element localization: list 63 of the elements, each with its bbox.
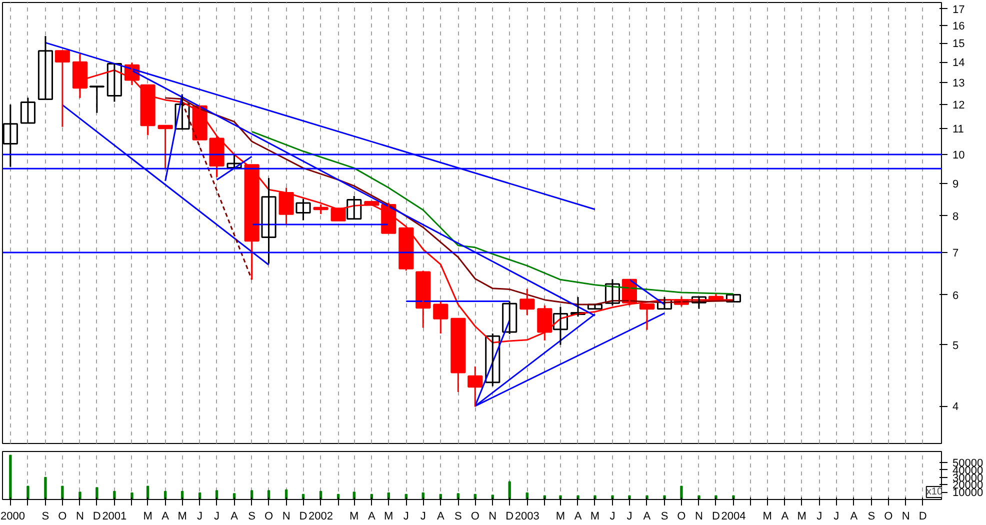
x-tick-label: 2002 [308, 510, 334, 522]
y-tick-label: 4 [952, 401, 959, 414]
x-tick-label: A [781, 510, 790, 522]
x-tick-label: N [488, 510, 497, 522]
x-tick-label: M [178, 510, 187, 522]
x-tick-label: D [506, 510, 514, 522]
x-tick-label: M [143, 510, 152, 522]
y-tick-label: 7 [952, 247, 959, 260]
x-tick-label: S [454, 510, 462, 522]
x-tick-label: M [350, 510, 359, 522]
x-tick-label: O [470, 510, 480, 522]
x-tick-label: S [660, 510, 668, 522]
x-tick-label: M [590, 510, 600, 522]
x-tick-label: A [368, 510, 376, 522]
x-tick-label: A [436, 510, 445, 522]
y-tick-label: 5 [952, 340, 959, 352]
x-tick-label: J [816, 510, 822, 522]
x-tick-label: M [797, 510, 806, 522]
x-tick-label: M [762, 510, 772, 522]
x-tick-label: N [76, 510, 84, 522]
x-tick-label: J [626, 510, 632, 522]
x-tick-label: M [556, 510, 566, 522]
x-tick-label: S [248, 510, 256, 522]
y-tick-label: 10 [952, 150, 965, 162]
y-tick-label: 11 [952, 123, 964, 136]
x-tick-label: M [384, 510, 394, 522]
y-tick-label: 17 [952, 4, 965, 16]
x-tick-label: D [712, 510, 720, 522]
y-tick-label: 14 [952, 57, 965, 70]
x-tick-label: D [299, 510, 308, 522]
x-tick-label: D [918, 510, 927, 522]
x-tick-label: J [197, 510, 203, 522]
x-tick-label: 2001 [102, 510, 127, 522]
x-tick-label: N [902, 510, 910, 522]
x-tick-label: O [264, 510, 274, 522]
x-tick-label: N [695, 510, 704, 522]
x-tick-label: O [58, 510, 68, 522]
x-tick-label: A [162, 510, 170, 522]
x-tick-label: S [42, 510, 50, 522]
y-tick-label: 13 [952, 78, 965, 90]
x-tick-label: A [230, 510, 239, 522]
x-tick-label: J [834, 510, 840, 522]
x-tick-label: O [677, 510, 686, 522]
x-tick-label: 2004 [721, 510, 746, 522]
x-tick-label: A [643, 510, 652, 522]
x-tick-label: J [214, 510, 220, 522]
x-tick-label: A [574, 510, 582, 522]
x-tick-label: O [884, 510, 894, 522]
y-tick-label: 12 [952, 99, 965, 112]
x-tick-label: 2000 [0, 510, 25, 522]
x-tick-label: 2003 [514, 510, 540, 522]
x-tick-label: A [850, 510, 858, 522]
x-tick-label: S [868, 510, 876, 522]
x-tick-label: D [92, 510, 101, 522]
y-tick-label: 8 [952, 210, 959, 223]
x-tick-label: J [420, 510, 426, 522]
y-tick-label: 6 [952, 290, 959, 302]
x-tick-label: N [282, 510, 290, 522]
x-tick-label: J [403, 510, 409, 522]
y-tick-label: 9 [952, 178, 959, 190]
y-tick-label: 15 [952, 38, 965, 50]
x-tick-label: J [610, 510, 616, 522]
y-tick-label: 16 [952, 20, 965, 33]
